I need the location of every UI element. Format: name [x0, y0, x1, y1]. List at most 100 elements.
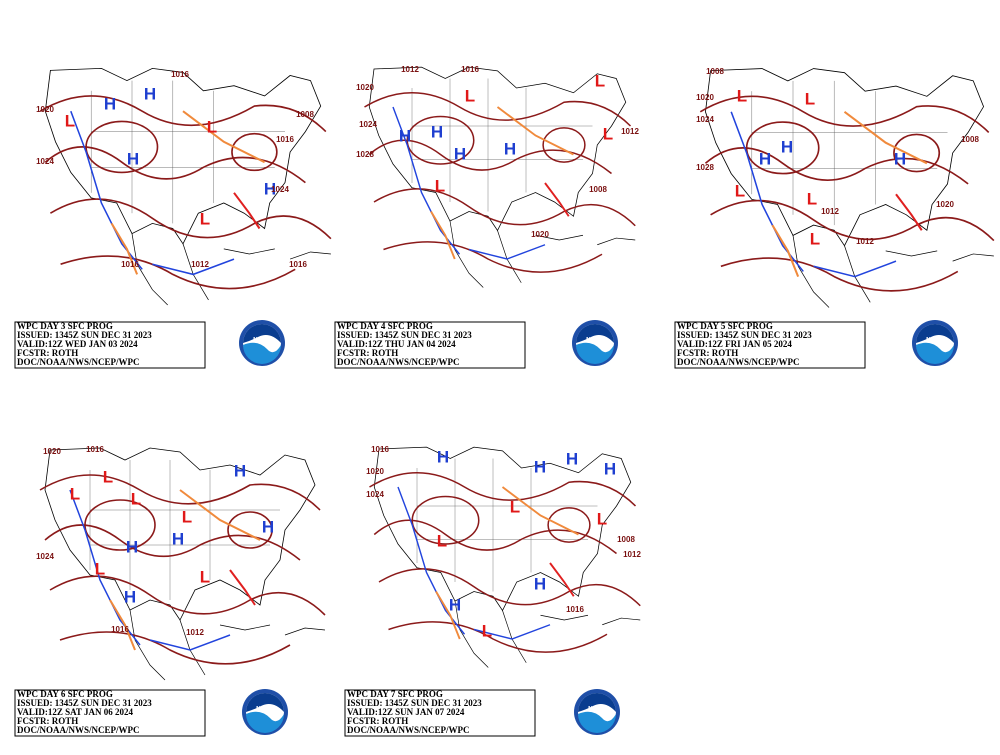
caption-line: VALID:12Z WED JAN 03 2024	[17, 339, 138, 349]
isobar-label: 1016	[121, 260, 139, 269]
isobar-label: 1008	[296, 110, 314, 119]
caption-line: VALID:12Z THU JAN 04 2024	[337, 339, 456, 349]
pressure-center: L	[70, 484, 80, 503]
isobar-label: 1020	[696, 93, 714, 102]
isobar-label: 1020	[936, 200, 954, 209]
isobar-label: 1012	[401, 65, 419, 74]
pressure-center: H	[127, 149, 139, 168]
pressure-center: H	[566, 449, 578, 468]
base-map	[368, 446, 642, 669]
isobar-label: 1016	[566, 605, 584, 614]
pressure-center: H	[437, 447, 449, 466]
pressure-center: H	[431, 122, 443, 141]
isobar-label: 1020	[531, 230, 549, 239]
caption-line: FCSTR: ROTH	[17, 716, 78, 726]
pressure-center: H	[454, 144, 466, 163]
isobar-label: 1012	[191, 260, 209, 269]
isobar-label: 1024	[271, 185, 289, 194]
pressure-center: L	[465, 86, 475, 105]
map-panel: 1016 1020 1024 H H H H L L L H H L 1008 1012 1016 WPC DA…	[344, 445, 642, 737]
pressure-center: L	[810, 229, 820, 248]
pressure-center: H	[104, 94, 116, 113]
pressure-center: L	[182, 507, 192, 526]
caption-line: ISSUED: 1345Z SUN DEC 31 2023	[337, 330, 472, 340]
pressure-center: L	[807, 189, 817, 208]
caption-box	[334, 321, 526, 369]
caption-line: VALID:12Z FRI JAN 05 2024	[677, 339, 792, 349]
isobar-label: 1008	[706, 67, 724, 76]
caption-line: VALID:12Z SAT JAN 06 2024	[17, 707, 134, 717]
pressure-center: L	[603, 124, 613, 143]
isobar-label: 1012	[821, 207, 839, 216]
isobar-label: 1028	[356, 150, 374, 159]
pressure-center: H	[264, 179, 276, 198]
base-map	[363, 66, 637, 289]
caption-line: WPC DAY 4 SFC PROG	[337, 321, 433, 331]
pressure-center: L	[597, 509, 607, 528]
pressure-center: L	[735, 181, 745, 200]
isobar-label: 1008	[617, 535, 635, 544]
caption-line: ISSUED: 1345Z SUN DEC 31 2023	[17, 698, 152, 708]
logo-text: NOAA	[588, 707, 606, 713]
pressure-center: H	[399, 126, 411, 145]
base-map	[39, 447, 326, 681]
isobar-label: 1020	[36, 105, 54, 114]
pressure-center: L	[805, 89, 815, 108]
pressure-center: H	[144, 84, 156, 103]
pressure-center: L	[510, 497, 520, 516]
logo-text: NOAA	[926, 338, 944, 344]
isobar-label: 1024	[696, 115, 714, 124]
isobar-label: 1016	[276, 135, 294, 144]
isobar-label: 1020	[366, 467, 384, 476]
caption-line: FCSTR: ROTH	[17, 348, 78, 358]
isobar-label: 1028	[696, 163, 714, 172]
caption-line: DOC/NOAA/NWS/NCEP/WPC	[337, 357, 460, 367]
isobar-label: 1008	[589, 185, 607, 194]
isobar-label: 1016	[289, 260, 307, 269]
pressure-center: L	[200, 567, 210, 586]
caption-line: VALID:12Z SUN JAN 07 2024	[347, 707, 465, 717]
pressure-center: L	[65, 111, 75, 130]
logo-text: NOAA	[253, 338, 271, 344]
pressure-center: L	[103, 467, 113, 486]
isobar-label: 1024	[36, 552, 54, 561]
noaa-logo: NOAA	[242, 689, 288, 735]
isobar-label: 1012	[623, 550, 641, 559]
isobar-label: 1016	[111, 625, 129, 634]
pressure-center: H	[604, 459, 616, 478]
pressure-center: L	[435, 176, 445, 195]
pressure-center: H	[262, 517, 274, 536]
isobar-label: 1016	[371, 445, 389, 454]
noaa-logo: NOAA	[572, 320, 618, 366]
isobar-label: 1012	[856, 237, 874, 246]
pressure-center: H	[172, 529, 184, 548]
isobar-label: 1008	[961, 135, 979, 144]
caption-box	[674, 321, 866, 369]
caption-line: DOC/NOAA/NWS/NCEP/WPC	[347, 725, 470, 735]
logo-text: NOAA	[586, 338, 604, 344]
pressure-center: H	[534, 574, 546, 593]
caption-line: DOC/NOAA/NWS/NCEP/WPC	[677, 357, 800, 367]
caption-line: WPC DAY 7 SFC PROG	[347, 689, 443, 699]
pressure-center: L	[737, 86, 747, 105]
pressure-center: H	[126, 537, 138, 556]
logo-text: NOAA	[256, 707, 274, 713]
pressure-center: L	[131, 489, 141, 508]
isobar-label: 1012	[186, 628, 204, 637]
caption-line: FCSTR: ROTH	[347, 716, 408, 726]
pressure-center: H	[124, 587, 136, 606]
isobar-label: 1020	[43, 447, 61, 456]
isobar-label: 1016	[171, 70, 189, 79]
pressure-center: H	[234, 461, 246, 480]
pressure-center: L	[95, 559, 105, 578]
caption-box	[14, 689, 206, 737]
caption-line: FCSTR: ROTH	[677, 348, 738, 358]
pressure-center: L	[437, 531, 447, 550]
caption-line: WPC DAY 5 SFC PROG	[677, 321, 773, 331]
caption-line: WPC DAY 6 SFC PROG	[17, 689, 113, 699]
